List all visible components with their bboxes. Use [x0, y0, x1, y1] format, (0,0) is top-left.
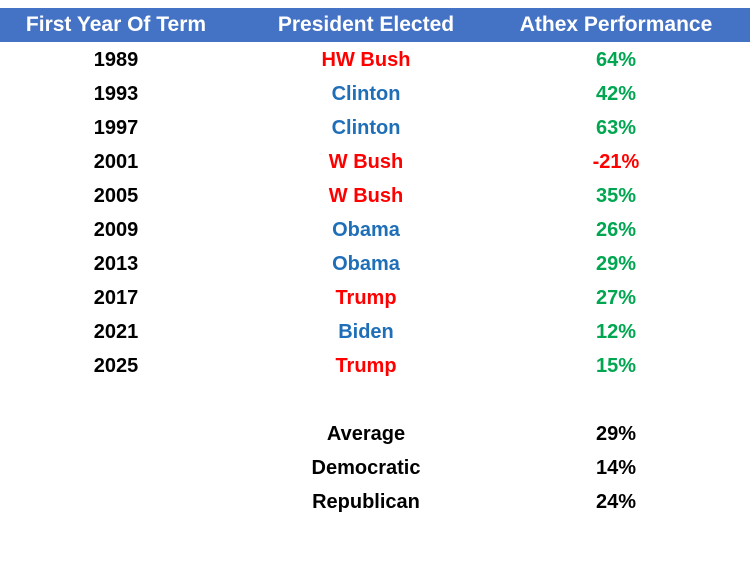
year-cell: 2001	[93, 151, 139, 173]
performance-cell: 64%	[595, 49, 637, 71]
president-cell: Clinton	[331, 117, 401, 139]
year-cell: 2009	[93, 219, 139, 241]
performance-cell: 35%	[595, 185, 637, 207]
table-row: 2009 Obama 26%	[0, 213, 750, 247]
table-header: First Year Of Term President Elected Ath…	[0, 8, 750, 42]
summary-value: 29%	[595, 423, 637, 445]
performance-cell: -21%	[592, 151, 640, 173]
table-row: 1989 HW Bush 64%	[0, 43, 750, 77]
performance-cell: 29%	[595, 253, 637, 275]
table-row: 2017 Trump 27%	[0, 281, 750, 315]
performance-cell: 15%	[595, 355, 637, 377]
table-row: 2005 W Bush 35%	[0, 179, 750, 213]
year-cell: 2013	[93, 253, 139, 275]
year-cell: 1989	[93, 49, 139, 71]
performance-cell: 42%	[595, 83, 637, 105]
table-row: 2021 Biden 12%	[0, 315, 750, 349]
table-row: 2025 Trump 15%	[0, 349, 750, 383]
president-cell: W Bush	[328, 185, 404, 207]
summary-label: Average	[326, 423, 406, 445]
table-row: 2013 Obama 29%	[0, 247, 750, 281]
performance-cell: 26%	[595, 219, 637, 241]
table-row: 1993 Clinton 42%	[0, 77, 750, 111]
performance-cell: 63%	[595, 117, 637, 139]
summary-row-democratic: Democratic 14%	[0, 451, 750, 485]
table-row: 1997 Clinton 63%	[0, 111, 750, 145]
performance-cell: 27%	[595, 287, 637, 309]
year-cell: 1993	[93, 83, 139, 105]
president-cell: Trump	[335, 355, 397, 377]
year-cell: 2021	[93, 321, 139, 343]
president-cell: Obama	[332, 253, 400, 275]
president-cell: Clinton	[331, 83, 401, 105]
performance-cell: 12%	[595, 321, 637, 343]
table-row: 2001 W Bush -21%	[0, 145, 750, 179]
summary-value: 14%	[595, 457, 637, 479]
president-cell: Trump	[335, 287, 397, 309]
year-cell: 2025	[93, 355, 139, 377]
header-first-year: First Year Of Term	[25, 13, 207, 36]
year-cell: 2005	[93, 185, 139, 207]
president-cell: W Bush	[328, 151, 404, 173]
president-cell: HW Bush	[321, 49, 411, 71]
president-cell: Biden	[338, 321, 394, 343]
year-cell: 1997	[93, 117, 139, 139]
year-cell: 2017	[93, 287, 139, 309]
header-performance: Athex Performance	[519, 13, 713, 36]
summary-label: Republican	[312, 491, 420, 513]
summary-value: 24%	[595, 491, 637, 513]
president-cell: Obama	[332, 219, 400, 241]
header-president: President Elected	[277, 13, 455, 36]
summary-row-average: Average 29%	[0, 417, 750, 451]
summary-row-republican: Republican 24%	[0, 485, 750, 519]
summary-label: Democratic	[311, 457, 421, 479]
